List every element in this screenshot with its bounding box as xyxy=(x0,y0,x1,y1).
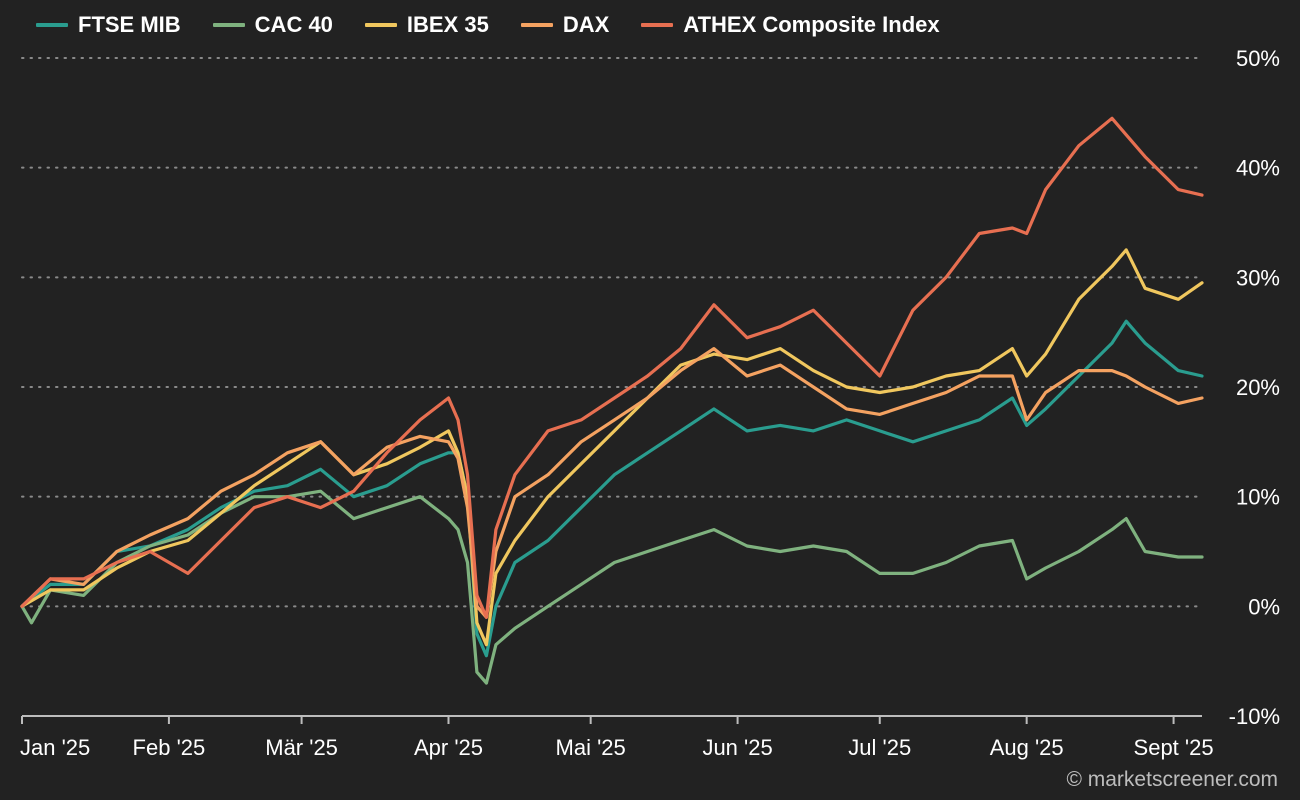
y-tick-label: -10% xyxy=(1229,704,1280,729)
legend-swatch xyxy=(520,23,553,27)
series-line-dax xyxy=(20,347,1204,619)
y-tick-label: 40% xyxy=(1236,156,1280,181)
legend-swatch xyxy=(641,23,674,27)
grid-lines xyxy=(21,57,1203,608)
x-tick-label: Jul '25 xyxy=(848,735,911,760)
series-line-athex-composite-index xyxy=(20,116,1204,619)
y-tick-label: 50% xyxy=(1236,46,1280,71)
y-axis: 50% 40% 30% 20% 10% 0% -10% xyxy=(1229,46,1280,729)
legend-label: IBEX 35 xyxy=(406,12,489,37)
legend-swatch xyxy=(36,23,68,27)
legend-swatch xyxy=(364,23,397,27)
legend: FTSE MIB CAC 40 IBEX 35 DAX ATHEX Composite … xyxy=(36,12,972,38)
legend-item[interactable]: CAC 40 xyxy=(212,12,333,38)
legend-item[interactable]: IBEX 35 xyxy=(364,12,489,38)
series-line-ibex-35 xyxy=(20,248,1204,647)
series-lines xyxy=(20,116,1204,685)
series-line-ftse-mib xyxy=(20,319,1204,658)
y-tick-label: 30% xyxy=(1236,265,1280,290)
x-tick-label: Sept '25 xyxy=(1134,735,1214,760)
x-tick-label: Apr '25 xyxy=(414,735,483,760)
y-tick-label: 20% xyxy=(1236,375,1280,400)
legend-item[interactable]: DAX xyxy=(520,12,610,38)
y-tick-label: 0% xyxy=(1248,594,1280,619)
x-tick-label: Jan '25 xyxy=(20,735,90,760)
x-tick-label: Mai '25 xyxy=(556,735,626,760)
credit-text: © marketscreener.com xyxy=(1066,768,1278,791)
legend-swatch xyxy=(212,23,245,27)
legend-label: CAC 40 xyxy=(254,12,333,37)
y-tick-label: 10% xyxy=(1236,485,1280,510)
x-tick-label: Aug '25 xyxy=(990,735,1064,760)
legend-label: DAX xyxy=(562,12,610,37)
legend-label: ATHEX Composite Index xyxy=(683,12,940,37)
x-tick-label: Jun '25 xyxy=(702,735,772,760)
legend-label: FTSE MIB xyxy=(78,12,181,37)
series-line-cac-40 xyxy=(20,489,1204,685)
legend-item[interactable]: ATHEX Composite Index xyxy=(641,12,940,38)
x-tick-label: Feb '25 xyxy=(133,735,206,760)
x-axis: Jan '25 Feb '25 Mär '25 Apr '25 Mai '25 Jun '… xyxy=(20,715,1214,760)
x-tick-label: Mär '25 xyxy=(265,735,338,760)
legend-item[interactable]: FTSE MIB xyxy=(36,12,181,38)
